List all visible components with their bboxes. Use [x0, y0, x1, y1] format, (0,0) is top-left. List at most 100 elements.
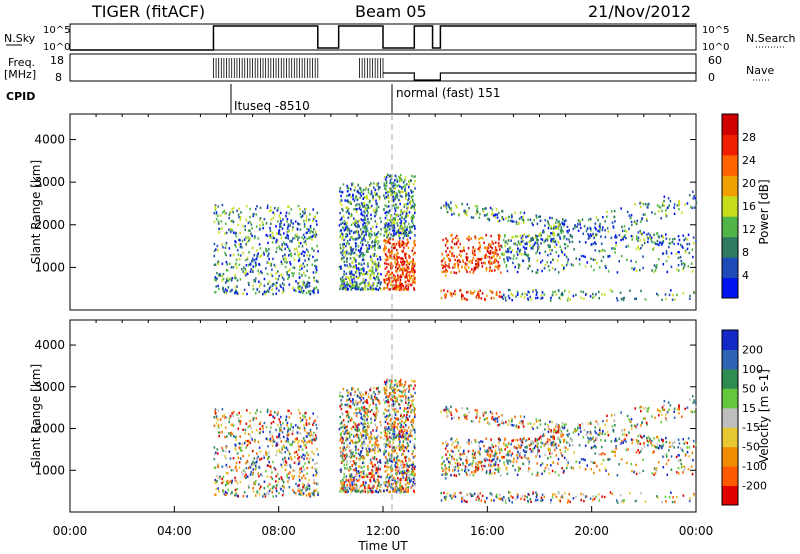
data-cell [403, 203, 406, 206]
data-cell [661, 201, 664, 205]
data-cell [348, 263, 351, 266]
data-cell [516, 270, 519, 274]
data-cell [479, 246, 481, 249]
data-cell [344, 254, 347, 257]
data-cell [660, 217, 662, 220]
data-cell [413, 277, 416, 280]
data-cell [350, 490, 353, 494]
data-cell [251, 438, 253, 441]
data-cell [396, 400, 398, 403]
data-cell [385, 425, 388, 429]
data-cell [592, 258, 595, 261]
data-cell [409, 261, 411, 264]
data-cell [341, 425, 344, 429]
data-cell [639, 239, 642, 242]
data-cell [343, 273, 345, 276]
data-cell [341, 460, 343, 463]
data-cell [348, 278, 351, 282]
data-cell [689, 294, 691, 298]
data-cell [275, 428, 277, 432]
data-cell [401, 257, 403, 260]
data-cell [275, 284, 277, 288]
data-cell [307, 460, 310, 464]
data-cell [360, 484, 362, 488]
data-cell [469, 259, 472, 263]
data-cell [612, 226, 615, 229]
data-cell [259, 247, 262, 250]
data-cell [383, 412, 385, 415]
data-cell [686, 242, 689, 246]
data-cell [666, 270, 669, 274]
data-cell [503, 235, 506, 238]
data-cell [249, 262, 252, 266]
data-cell [396, 224, 399, 227]
data-cell [364, 272, 367, 276]
data-cell [383, 388, 386, 392]
data-cell [287, 230, 289, 233]
data-cell [236, 487, 238, 491]
data-cell [641, 218, 643, 221]
data-cell [647, 232, 650, 235]
data-cell [411, 217, 414, 221]
data-cell [248, 283, 250, 286]
data-cell [544, 250, 547, 253]
data-cell [360, 434, 363, 437]
data-cell [373, 277, 376, 280]
data-cell [485, 267, 488, 270]
cpid-row: CPID Ituseq -8510 normal (fast) 151 [6, 84, 500, 113]
data-cell [407, 270, 409, 274]
data-cell [472, 246, 474, 249]
data-cell [367, 424, 369, 428]
data-cell [225, 242, 228, 246]
data-cell [352, 402, 354, 405]
data-cell [385, 240, 388, 243]
data-cell [398, 265, 401, 268]
data-cell [285, 446, 288, 450]
data-cell [656, 264, 658, 267]
data-cell [217, 465, 220, 469]
data-cell [514, 265, 516, 269]
data-cell [441, 263, 443, 267]
data-cell [290, 221, 292, 224]
data-cell [410, 206, 413, 209]
data-cell [374, 437, 376, 440]
data-cell [367, 453, 369, 457]
data-cell [374, 395, 376, 399]
data-cell [407, 488, 410, 491]
data-cell [479, 212, 481, 216]
data-cell [403, 463, 406, 467]
data-cell [396, 476, 399, 480]
data-cell [536, 238, 538, 241]
data-cell [364, 222, 367, 225]
data-cell [374, 278, 377, 281]
data-cell [401, 399, 403, 403]
data-cell [489, 289, 492, 293]
data-cell [392, 487, 394, 491]
data-cell [577, 222, 579, 226]
data-cell [216, 479, 218, 483]
data-cell [400, 436, 403, 439]
data-cell [357, 197, 359, 200]
data-cell [255, 460, 258, 463]
data-cell [695, 201, 698, 204]
data-cell [297, 254, 299, 257]
data-cell [558, 220, 560, 223]
data-cell [392, 238, 394, 241]
data-cell [379, 485, 382, 488]
data-cell [214, 451, 217, 454]
data-cell [355, 195, 358, 198]
data-cell [306, 254, 308, 257]
data-cell [394, 246, 396, 249]
data-cell [301, 476, 303, 480]
data-cell [312, 438, 314, 441]
data-cell [350, 229, 353, 233]
data-cell [550, 225, 552, 228]
data-cell [375, 387, 378, 390]
data-cell [639, 202, 641, 205]
data-cell [225, 269, 228, 272]
data-cell [359, 205, 361, 208]
data-cell [414, 209, 416, 212]
data-cell [287, 457, 290, 460]
data-cell [242, 454, 244, 458]
